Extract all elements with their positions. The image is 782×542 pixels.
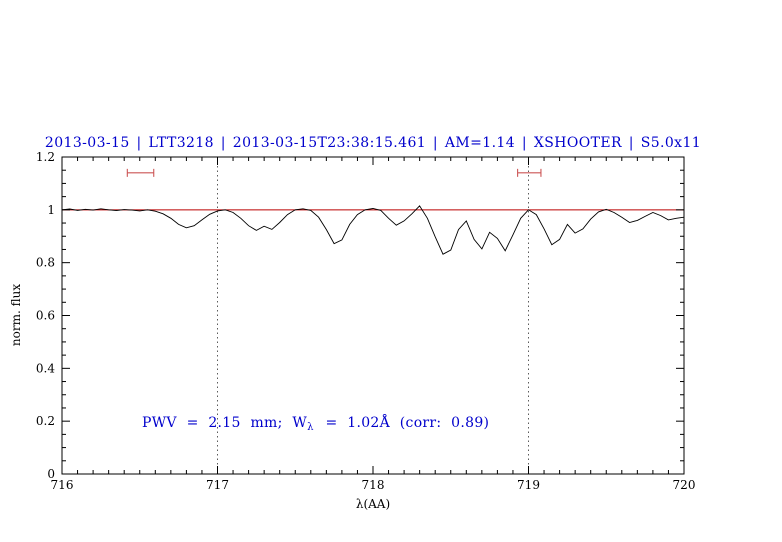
x-axis-label: λ(AA)	[356, 497, 390, 511]
fit-range-markers	[126, 168, 542, 177]
pwv-annotation-rest: = 1.02Å (corr: 0.89)	[316, 413, 490, 431]
pwv-annotation: PWV = 2.15 mm; Wλ = 1.02Å (corr: 0.89)	[142, 413, 489, 433]
tick-labels: 716 717 718 719 720 0 0.2 0.4 0.6 0.8 1 1.2	[36, 150, 696, 492]
pwv-annotation-main: PWV = 2.15 mm; W	[142, 415, 307, 431]
y-tick-label: 1.2	[36, 150, 55, 164]
y-tick-label: 0.8	[36, 256, 55, 270]
y-tick-label: 0.4	[36, 361, 55, 375]
y-axis-label: norm. flux	[9, 284, 23, 346]
spectrum-polyline	[61, 205, 685, 255]
pwv-annotation-sub: λ	[307, 422, 314, 433]
y-tick-label: 0.6	[36, 309, 55, 323]
plot-frame-and-ticks	[61, 156, 685, 475]
x-tick-label: 720	[673, 478, 696, 492]
y-tick-label: 0	[47, 467, 55, 481]
y-tick-label: 0.2	[36, 414, 55, 428]
dotted-gridlines	[217, 157, 529, 474]
spectrum-line	[61, 205, 685, 255]
plot-title: 2013-03-15 | LTT3218 | 2013-03-15T23:38:…	[45, 135, 701, 151]
x-tick-label: 719	[517, 478, 540, 492]
x-tick-label: 716	[51, 478, 74, 492]
x-tick-label: 717	[206, 478, 229, 492]
x-tick-label: 718	[362, 478, 385, 492]
y-tick-label: 1	[47, 203, 55, 217]
